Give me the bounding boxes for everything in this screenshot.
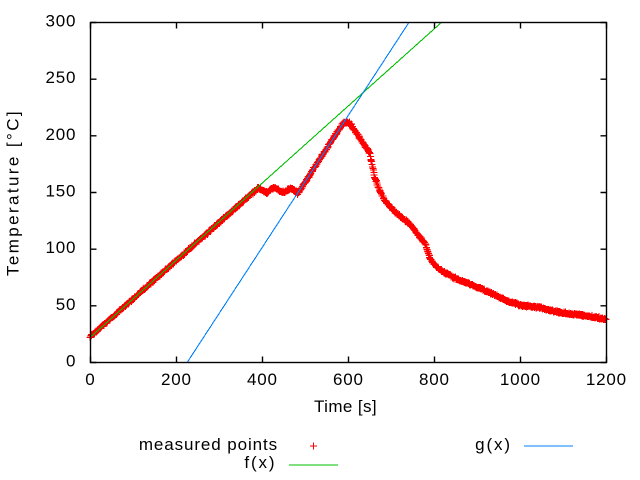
svg-text:800: 800 [419,370,450,389]
svg-text:600: 600 [333,370,364,389]
svg-text:f(x): f(x) [244,453,276,472]
svg-text:1200: 1200 [586,370,627,389]
svg-text:g(x): g(x) [475,435,512,454]
svg-text:100: 100 [46,238,77,257]
svg-text:200: 200 [161,370,192,389]
svg-text:200: 200 [46,125,77,144]
svg-text:0: 0 [85,370,95,389]
svg-text:400: 400 [247,370,278,389]
svg-text:0: 0 [66,352,76,371]
svg-text:measured points: measured points [139,435,278,454]
svg-text:Temperature [°C]: Temperature [°C] [4,109,23,276]
svg-text:150: 150 [46,182,77,201]
svg-text:250: 250 [46,68,77,87]
svg-text:50: 50 [56,295,77,314]
svg-text:Time [s]: Time [s] [314,397,377,416]
svg-text:300: 300 [46,12,77,31]
svg-text:1000: 1000 [500,370,541,389]
